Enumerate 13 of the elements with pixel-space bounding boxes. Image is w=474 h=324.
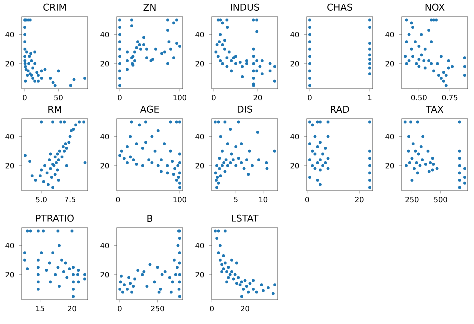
chart-title: DIS [238,106,252,113]
chart-title: CHAS [328,4,352,11]
chart-title: B [148,215,153,222]
chart-title: PTRATIO [36,214,74,222]
chart-title: AGE [140,106,160,113]
chart-title: NOX [426,4,445,11]
chart-title: LSTAT [232,214,259,222]
chart-title: ZN [144,4,156,11]
chart-title: CRIM [44,4,66,11]
chart-title: TAX [426,106,444,113]
chart-title: RAD [331,106,350,113]
chart-title: INDUS [231,4,260,11]
chart-title: RM [48,106,62,113]
